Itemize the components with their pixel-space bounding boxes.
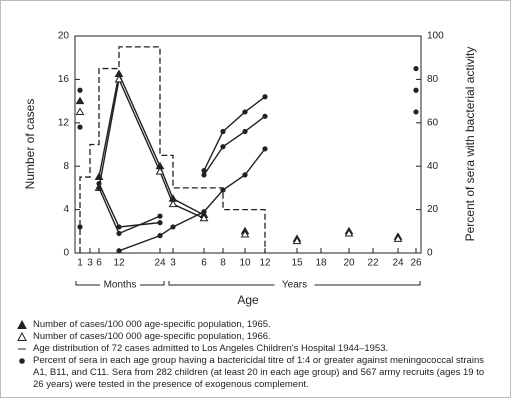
y-tick-label: 12 [58, 117, 70, 128]
x-tick-label: 6 [96, 258, 102, 269]
x-tick-label: 26 [410, 258, 422, 269]
marker [155, 167, 165, 175]
marker [96, 185, 102, 191]
x-tick-label: 8 [220, 258, 226, 269]
step-line [79, 46, 266, 253]
legend-label: Number of cases/100 000 age-specific pop… [33, 331, 271, 342]
chart: Number of cases Percent of sera with bac… [23, 31, 477, 308]
marker [75, 107, 85, 115]
marker [220, 144, 226, 150]
data-line [99, 74, 398, 237]
y-tick-label: 20 [58, 31, 70, 42]
y2-tick-label: 60 [427, 117, 439, 128]
legend-marker [17, 320, 27, 329]
group-bracket [168, 281, 421, 286]
legend-label: Number of cases/100 000 age-specific pop… [33, 319, 271, 330]
marker [393, 234, 403, 242]
marker [199, 213, 209, 222]
marker [262, 113, 268, 119]
legend-marker [17, 332, 27, 341]
marker [413, 87, 419, 93]
marker [116, 248, 122, 254]
x-tick-label: 18 [315, 258, 327, 269]
group-label: Years [282, 280, 307, 291]
legend-marker [19, 358, 25, 364]
marker [157, 233, 163, 239]
legend-item: Age distribution of 72 cases admitted to… [17, 343, 487, 355]
y2-tick-label: 40 [427, 161, 439, 172]
data-line [99, 79, 398, 238]
marker [77, 87, 83, 93]
legend-symbol [18, 348, 26, 350]
legend-item: Number of cases/100 000 age-specific pop… [17, 319, 487, 331]
y-tick-label: 0 [63, 248, 69, 259]
legend-item: Percent of sera in each age group having… [17, 355, 487, 391]
y2-tick-label: 100 [427, 31, 444, 42]
x-tick-label: 12 [113, 258, 125, 269]
legend-symbol [17, 320, 27, 329]
marker [220, 187, 226, 193]
y2-tick-label: 20 [427, 204, 439, 215]
marker [157, 220, 163, 226]
marker [201, 209, 207, 215]
x-axis-title: Age [237, 293, 259, 307]
x-tick-label: 24 [154, 258, 166, 269]
marker [262, 94, 268, 100]
marker [242, 128, 248, 135]
marker [262, 146, 268, 152]
y2-axis-title: Percent of sera with bacterial activity [463, 47, 477, 242]
x-tick-label: 3 [87, 258, 93, 269]
marker [292, 236, 302, 245]
marker [168, 199, 178, 208]
legend-label: Percent of sera in each age group having… [33, 355, 485, 390]
marker [242, 109, 248, 115]
y-tick-label: 4 [63, 204, 69, 215]
y-axis-title: Number of cases [23, 99, 37, 190]
marker [413, 109, 419, 115]
x-tick-label: 6 [201, 258, 207, 269]
marker [116, 224, 122, 230]
marker [77, 224, 83, 230]
marker [75, 96, 85, 105]
marker [94, 172, 104, 181]
x-tick-label: 24 [392, 258, 404, 269]
plot-frame [74, 35, 422, 254]
marker [413, 65, 419, 72]
x-tick-label: 10 [239, 258, 251, 269]
x-tick-label: 3 [170, 258, 176, 269]
x-tick-label: 12 [259, 258, 271, 269]
marker [170, 224, 176, 230]
group-bracket [75, 281, 165, 286]
y2-tick-label: 0 [427, 248, 433, 259]
x-tick-label: 22 [367, 258, 379, 269]
data-line [99, 69, 416, 234]
x-tick-label: 15 [291, 258, 303, 269]
marker [114, 74, 124, 83]
x-tick-label: 20 [343, 258, 355, 269]
marker [96, 180, 102, 187]
legend: Number of cases/100 000 age-specific pop… [17, 319, 487, 391]
y-tick-label: 8 [63, 161, 69, 172]
marker [242, 172, 248, 178]
legend-symbol [17, 332, 27, 341]
marker [116, 230, 122, 237]
y-tick-label: 16 [58, 74, 70, 85]
marker [157, 213, 163, 219]
legend-item: Number of cases/100 000 age-specific pop… [17, 331, 487, 343]
legend-symbol [19, 358, 25, 364]
marker [344, 228, 354, 237]
marker [201, 172, 207, 178]
x-tick-label: 1 [77, 258, 83, 269]
legend-label: Age distribution of 72 cases admitted to… [33, 343, 389, 354]
marker [201, 167, 207, 174]
marker [240, 230, 250, 238]
y2-tick-label: 80 [427, 74, 439, 85]
group-label: Months [104, 280, 137, 291]
marker [220, 128, 226, 135]
marker [77, 124, 83, 130]
